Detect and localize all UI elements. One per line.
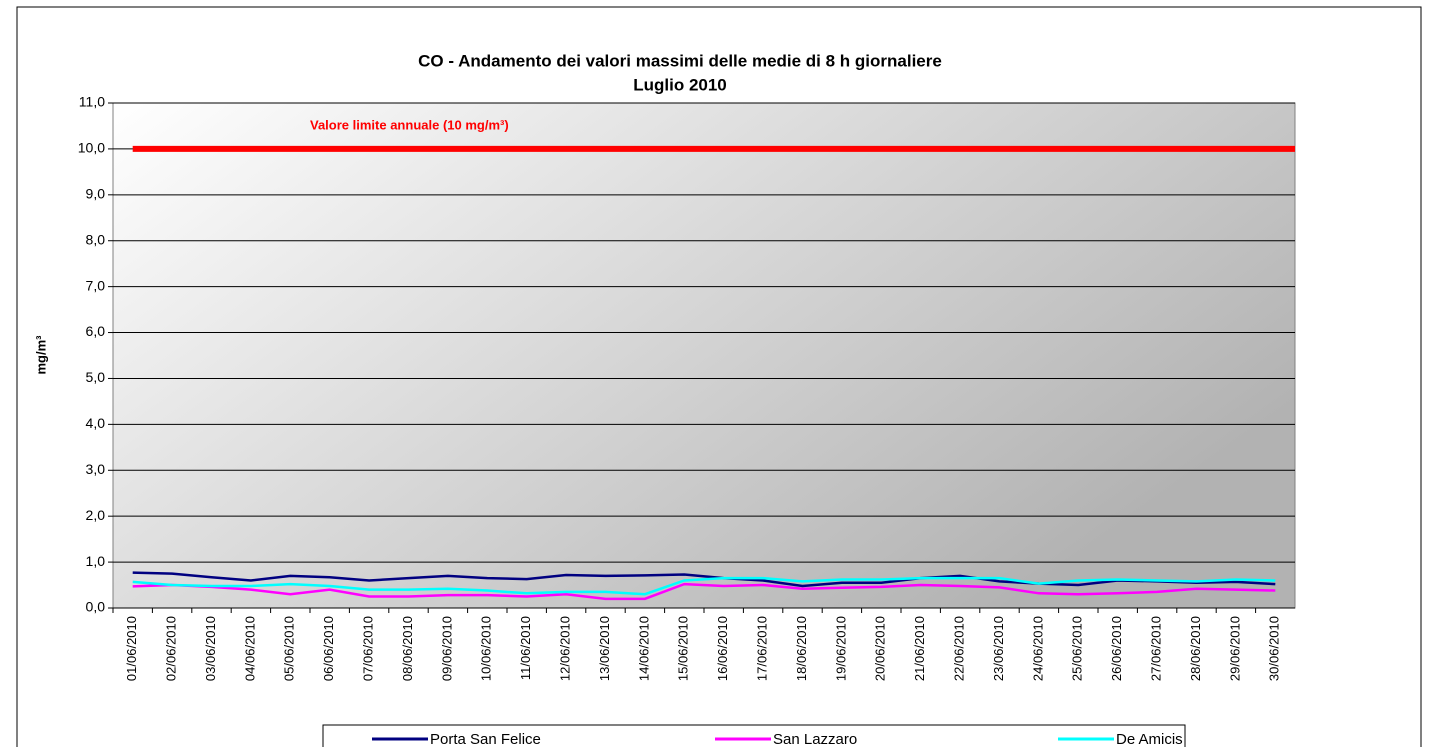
x-tick-label: 01/06/2010	[124, 616, 139, 681]
x-tick-label: 30/06/2010	[1267, 616, 1282, 681]
x-tick-label: 11/06/2010	[518, 616, 533, 680]
x-tick-label: 18/06/2010	[794, 616, 809, 681]
plot-area	[112, 102, 1296, 609]
chart-subtitle: Luglio 2010	[633, 75, 727, 94]
series-line	[132, 576, 1276, 596]
y-tick-label: 2,0	[86, 507, 106, 523]
legend-label: San Lazzaro	[773, 731, 857, 747]
x-tick-label: 10/06/2010	[479, 616, 494, 681]
x-tick-label: 19/06/2010	[833, 616, 848, 681]
x-tick-label: 23/06/2010	[991, 616, 1006, 681]
y-tick-label: 7,0	[86, 277, 106, 293]
x-tick-label: 21/06/2010	[912, 616, 927, 681]
y-tick-label: 8,0	[86, 231, 106, 247]
x-tick-label: 16/06/2010	[715, 616, 730, 681]
y-tick-label: 11,0	[79, 94, 105, 110]
legend-label: De Amicis	[1116, 731, 1183, 747]
y-tick-label: 10,0	[78, 140, 105, 156]
x-tick-label: 12/06/2010	[558, 616, 573, 681]
x-tick-label: 26/06/2010	[1109, 616, 1124, 681]
x-tick-label: 04/06/2010	[242, 616, 257, 681]
series-line	[132, 582, 1276, 601]
x-tick-label: 07/06/2010	[361, 616, 376, 681]
x-tick-label: 02/06/2010	[164, 616, 179, 681]
x-tick-label: 09/06/2010	[439, 616, 454, 681]
x-tick-label: 28/06/2010	[1188, 616, 1203, 681]
x-tick-label: 22/06/2010	[952, 616, 967, 681]
x-tick-label: 24/06/2010	[1030, 616, 1045, 681]
y-tick-label: 6,0	[86, 323, 106, 339]
legend-label: Porta San Felice	[430, 731, 541, 747]
y-tick-label: 9,0	[86, 186, 106, 202]
y-tick-label: 0,0	[86, 599, 106, 615]
x-tick-label: 06/06/2010	[321, 616, 336, 681]
x-tick-label: 29/06/2010	[1227, 616, 1242, 681]
chart-title: CO - Andamento dei valori massimi delle …	[418, 51, 942, 70]
x-tick-label: 08/06/2010	[400, 616, 415, 681]
y-tick-label: 1,0	[86, 553, 106, 569]
x-tick-label: 03/06/2010	[203, 616, 218, 681]
x-tick-label: 14/06/2010	[636, 616, 651, 681]
y-tick-label: 4,0	[86, 415, 106, 431]
x-tick-label: 13/06/2010	[597, 616, 612, 681]
y-axis-label: mg/m³	[33, 335, 48, 375]
y-tick-label: 5,0	[86, 369, 106, 385]
x-tick-label: 27/06/2010	[1149, 616, 1164, 681]
x-tick-label: 17/06/2010	[755, 616, 770, 681]
x-tick-label: 20/06/2010	[873, 616, 888, 681]
x-tick-label: 25/06/2010	[1070, 616, 1085, 681]
series-line	[132, 571, 1276, 588]
legend-box	[322, 724, 1186, 747]
limit-label: Valore limite annuale (10 mg/m³)	[310, 117, 509, 132]
y-tick-label: 3,0	[86, 461, 106, 477]
x-tick-label: 05/06/2010	[282, 616, 297, 681]
x-tick-label: 15/06/2010	[676, 616, 691, 681]
